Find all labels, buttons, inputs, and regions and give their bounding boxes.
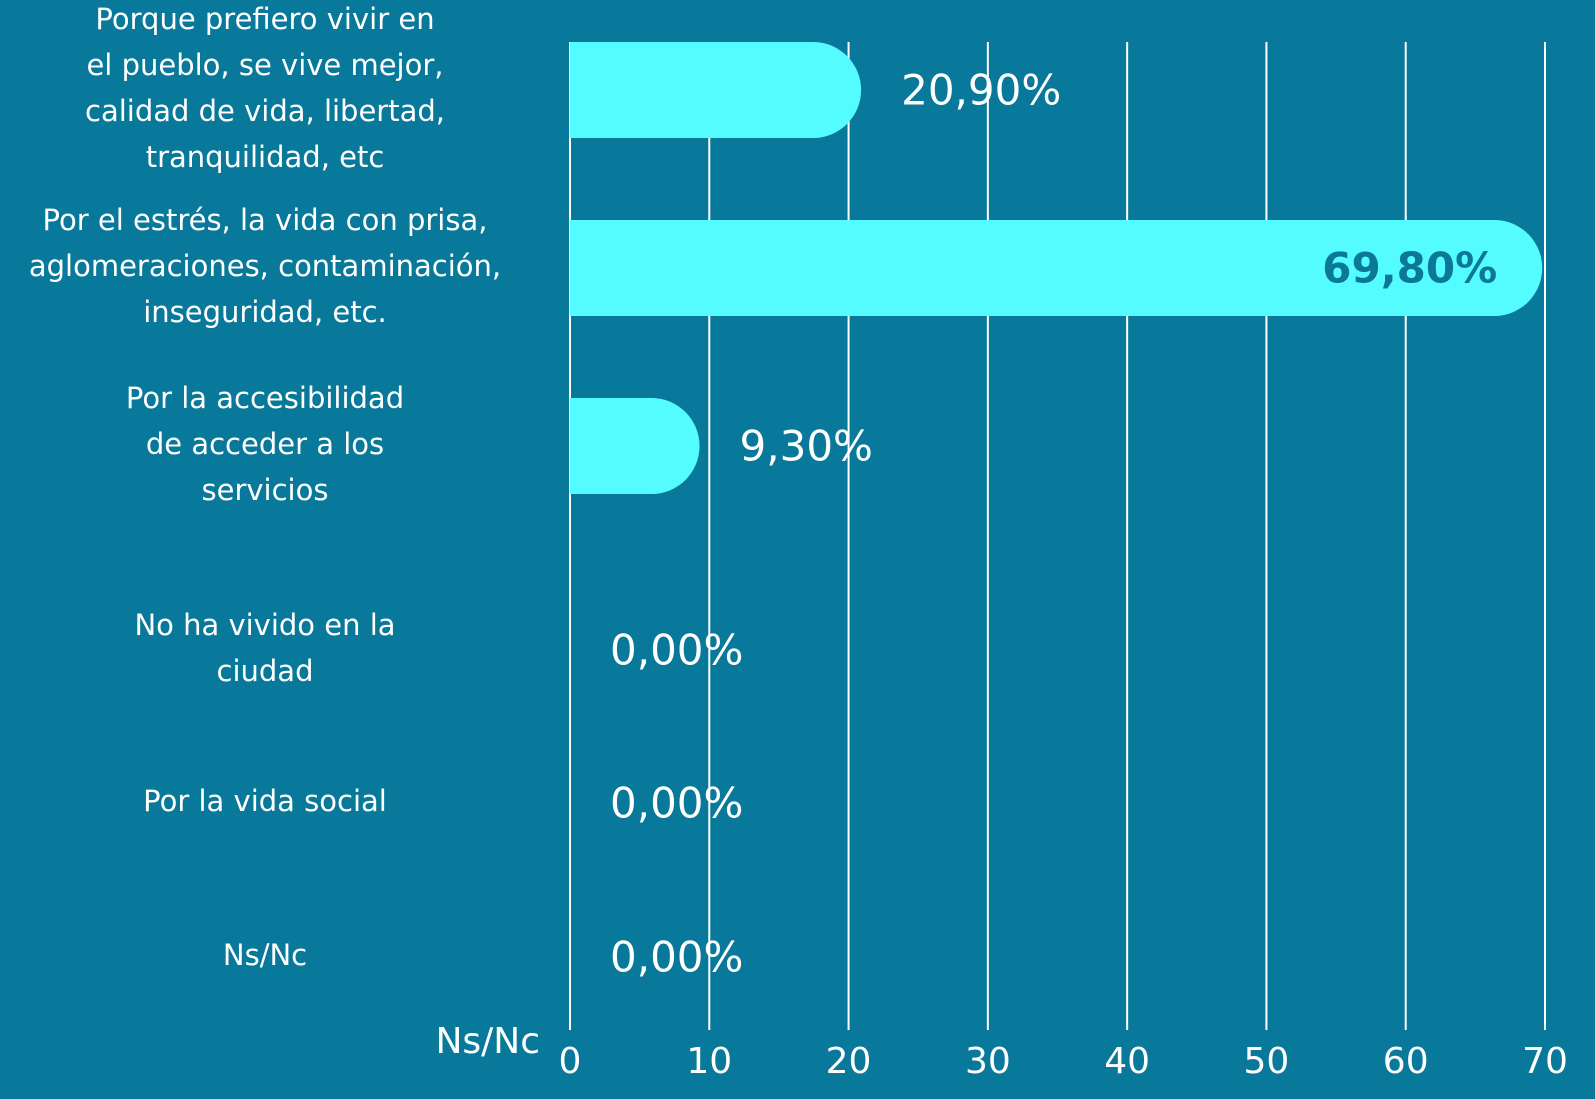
value-label: 0,00% [610, 779, 743, 828]
value-label: 0,00% [610, 933, 743, 982]
category-label-line: Por la accesibilidad [126, 381, 404, 415]
x-tick-label: 60 [1383, 1041, 1429, 1082]
bar [570, 220, 1543, 316]
value-label: 20,90% [901, 66, 1061, 115]
category-label: Por el estrés, la vida con prisa, aglomer… [29, 203, 501, 329]
x-tick-label: 0 [559, 1041, 582, 1082]
x-tick-label: 70 [1522, 1041, 1568, 1082]
category-label: Ns/Nc [223, 938, 307, 972]
axis-label: Ns/Nc [435, 1021, 540, 1062]
bar [570, 398, 700, 494]
category-label-line: Ns/Nc [223, 938, 307, 972]
value-label: 69,80% [1322, 244, 1497, 293]
category-label: Por la accesibilidad de acceder a los serv… [126, 381, 404, 507]
category-label-line: inseguridad, etc. [143, 295, 387, 329]
category-label-line: servicios [202, 473, 329, 507]
x-tick-label: 20 [826, 1041, 872, 1082]
x-tick-label: 10 [686, 1041, 732, 1082]
category-label-line: ciudad [217, 654, 314, 688]
value-label: 0,00% [610, 626, 743, 675]
category-label-line: Porque prefiero vivir en [95, 2, 434, 36]
x-tick-label: 50 [1244, 1041, 1290, 1082]
bar [570, 42, 862, 138]
category-label: Porque prefiero vivir en el pueblo, se vi… [85, 2, 445, 174]
x-tick-label: 30 [965, 1041, 1011, 1082]
category-label: No ha vivido en la ciudad [134, 608, 395, 688]
category-label-line: Por la vida social [143, 784, 387, 818]
category-label-line: No ha vivido en la [134, 608, 395, 642]
category-label-line: tranquilidad, etc [146, 140, 385, 174]
x-tick-label: 40 [1104, 1041, 1150, 1082]
category-label-line: de acceder a los [146, 427, 384, 461]
value-label: 9,30% [740, 422, 873, 471]
category-label-line: aglomeraciones, contaminación, [29, 249, 501, 283]
category-label: Por la vida social [143, 784, 387, 818]
category-label-line: Por el estrés, la vida con prisa, [43, 203, 488, 237]
category-label-line: calidad de vida, libertad, [85, 94, 445, 128]
category-label-line: el pueblo, se vive mejor, [86, 48, 443, 82]
